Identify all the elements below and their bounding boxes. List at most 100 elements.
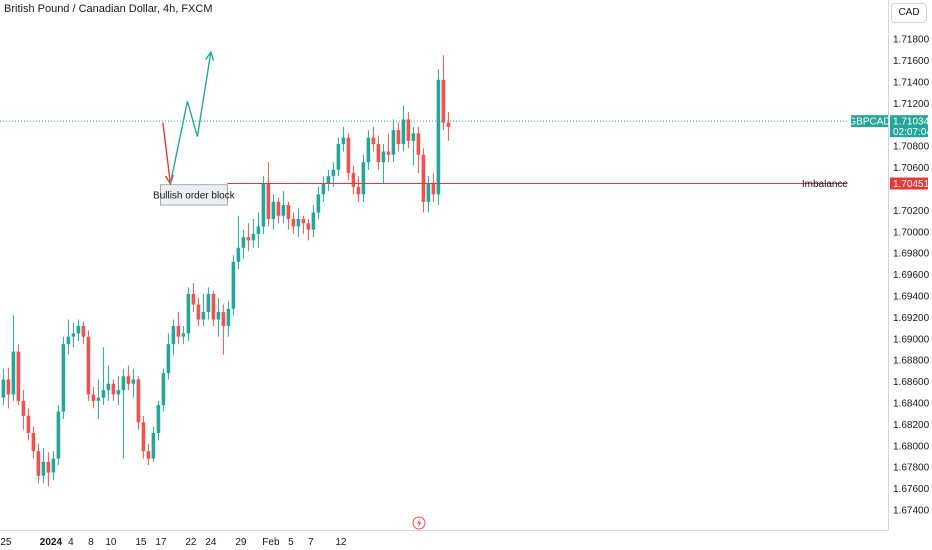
candle-53: [266, 162, 271, 227]
candle-body: [366, 137, 371, 163]
candle-body: [276, 201, 281, 216]
candle-46: [231, 255, 236, 316]
candle-61: [306, 218, 311, 241]
candle-47: [236, 215, 241, 270]
candle-10: [51, 451, 56, 481]
candle-7: [36, 443, 41, 484]
candle-44: [221, 304, 226, 355]
x-tick-label: 5: [288, 537, 294, 548]
candle-5: [26, 408, 31, 441]
candle-body: [141, 422, 146, 452]
candle-45: [226, 301, 231, 337]
candle-body: [256, 226, 261, 234]
current-price-label: 1.71034: [893, 117, 930, 128]
candle-3: [16, 344, 21, 406]
current-price-tag: [890, 115, 928, 138]
candle-32: [161, 368, 166, 412]
candle-2: [11, 315, 16, 401]
candle-65: [326, 169, 331, 192]
x-tick-label: 10: [105, 537, 117, 548]
x-tick-label: 24: [205, 537, 217, 548]
candle-15: [76, 319, 81, 341]
candle-23: [116, 376, 121, 406]
y-tick-label: 1.68800: [893, 356, 930, 367]
candle-89: [446, 111, 451, 141]
candle-body: [431, 183, 436, 195]
candle-26: [131, 368, 136, 398]
candle-body: [81, 325, 86, 337]
imbalance-price-label: 1.70451: [893, 179, 930, 190]
candle-body: [116, 390, 121, 395]
candle-body: [331, 169, 336, 177]
candle-8: [41, 447, 46, 484]
candle-83: [416, 126, 421, 173]
candle-80: [401, 105, 406, 152]
candle-82: [411, 126, 416, 166]
candle-body: [371, 137, 376, 145]
symbol-label: GBPCAD: [848, 117, 890, 128]
candle-body: [216, 312, 221, 320]
candle-body: [66, 336, 71, 345]
time-axis[interactable]: 25 2024 4 8 10 15 17 22 24 29 Feb 5 7 12: [0, 516, 888, 548]
candle-body: [321, 183, 326, 195]
candle-body: [286, 205, 291, 219]
x-tick-label: 12: [335, 537, 347, 548]
candle-body: [131, 379, 136, 384]
candle-50: [251, 218, 256, 248]
y-tick-label: 1.70800: [893, 142, 930, 153]
candle-body: [151, 432, 156, 459]
y-tick-label: 1.69400: [893, 292, 930, 303]
y-tick-label: 1.70000: [893, 227, 930, 238]
y-tick-label: 1.67600: [893, 484, 930, 495]
candle-body: [1, 379, 6, 398]
candle-12: [61, 336, 66, 420]
candle-55: [276, 197, 281, 224]
candle-84: [421, 148, 426, 213]
candle-body: [436, 79, 441, 195]
candle-body: [231, 261, 236, 309]
candle-60: [301, 215, 306, 234]
candle-body: [86, 336, 91, 395]
candle-body: [171, 325, 176, 345]
x-tick-label: 25: [0, 537, 12, 548]
candle-body: [21, 400, 26, 416]
candle-28: [141, 415, 146, 459]
y-tick-label: 1.69600: [893, 270, 930, 281]
y-tick-label: 1.71600: [893, 56, 930, 67]
candle-77: [386, 133, 391, 163]
candle-body: [281, 205, 286, 216]
candles-layer: [1, 55, 451, 487]
y-tick-label: 1.71200: [893, 99, 930, 110]
candle-42: [211, 290, 216, 326]
candle-16: [81, 321, 86, 345]
price-axis[interactable]: 1.67400 1.67600 1.67800 1.68000 1.68200 1.684…: [802, 0, 932, 530]
candle-78: [391, 119, 396, 163]
currency-button[interactable]: CAD: [891, 3, 927, 23]
y-tick-label: 1.68000: [893, 441, 930, 452]
candle-body: [201, 312, 206, 320]
annotations-layer: Bullish order block: [0, 50, 888, 206]
candle-body: [76, 325, 81, 334]
y-tick-label: 1.70600: [893, 163, 930, 174]
candle-11: [56, 405, 61, 466]
candle-17: [86, 330, 91, 401]
candle-37: [186, 287, 191, 341]
candle-69: [346, 133, 351, 181]
candle-66: [331, 162, 336, 187]
candle-body: [36, 451, 41, 476]
candle-34: [171, 319, 176, 355]
candle-67: [336, 137, 341, 177]
green-arrow-head: [205, 50, 215, 61]
x-tick-label: 8: [88, 537, 94, 548]
candle-0: [1, 368, 6, 406]
candle-body: [156, 405, 161, 433]
candle-body: [226, 308, 231, 326]
y-tick-label: 1.71400: [893, 78, 930, 89]
symbol-tag: [851, 115, 888, 128]
candle-body: [51, 458, 56, 473]
candle-body: [236, 247, 241, 262]
candle-39: [196, 298, 201, 326]
candle-13: [66, 319, 71, 355]
candle-body: [421, 154, 426, 202]
